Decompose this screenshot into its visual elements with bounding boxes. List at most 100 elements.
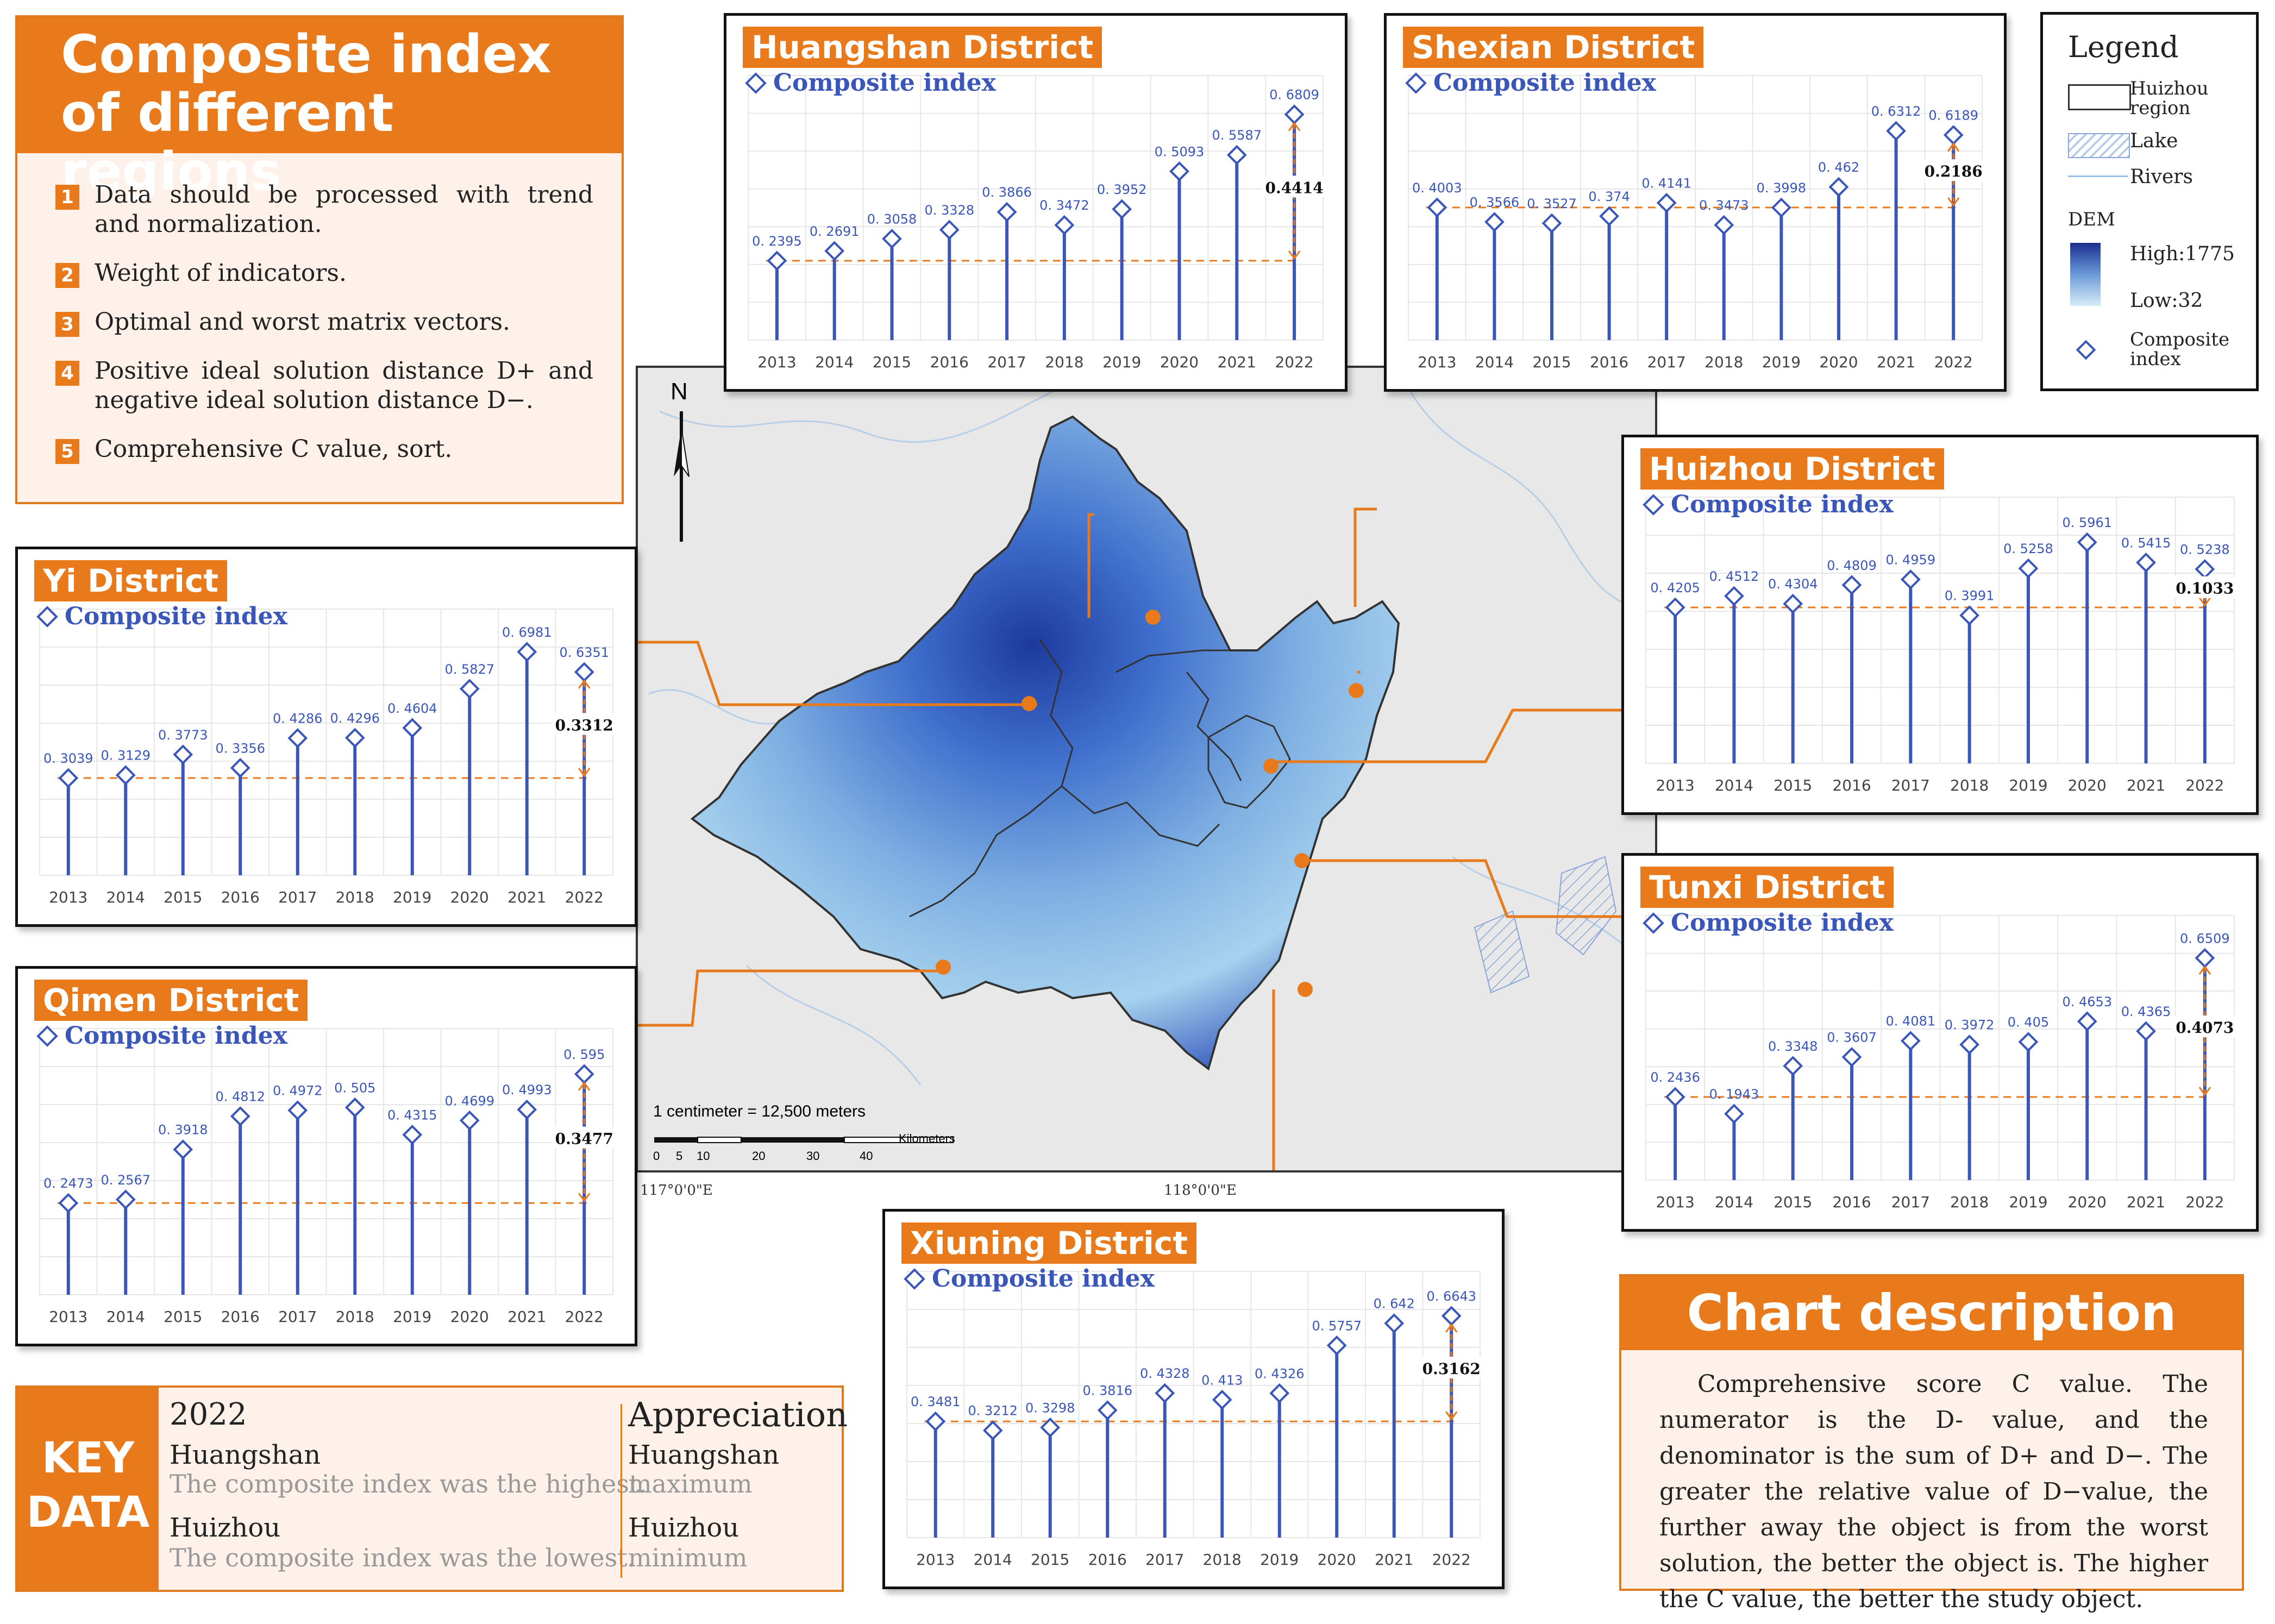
grid xyxy=(1645,915,2235,1181)
data-point xyxy=(173,1139,193,1159)
data-label: 0. 2473 xyxy=(43,1176,93,1191)
legend-dem: DEM xyxy=(2068,209,2115,230)
tick-label: 2013 xyxy=(1418,353,1456,371)
tick-label: 2017 xyxy=(1145,1551,1184,1569)
tick-label: 2019 xyxy=(2009,1193,2047,1211)
legend-low: Low:32 xyxy=(2130,290,2203,312)
data-point xyxy=(1541,213,1562,234)
grid xyxy=(748,75,1324,341)
data-label: 0. 5827 xyxy=(444,662,494,677)
data-point xyxy=(2136,553,2156,573)
tick-label: 2014 xyxy=(1475,353,1514,371)
qimen-chart: 0. 2473 2013 0. 2567 2014 0. 3918 2015 0. 4812… xyxy=(39,1028,617,1326)
data-label: 0. 3328 xyxy=(924,203,974,218)
tick-label: 2020 xyxy=(1160,353,1199,371)
north-arrow: N xyxy=(670,378,690,542)
tick-label: 2018 xyxy=(1950,776,1989,794)
tick-label: 2016 xyxy=(1088,1551,1127,1569)
description-title: Chart description xyxy=(1621,1276,2242,1350)
dem-gradient xyxy=(2070,243,2101,306)
data-point xyxy=(1886,121,1906,141)
connector-lines xyxy=(638,507,1655,1170)
data-label: 0. 1943 xyxy=(1709,1087,1759,1102)
tick-label: 2019 xyxy=(1102,353,1141,371)
data-point xyxy=(1326,1335,1347,1356)
huizhou-chart-panel: 0. 4205 2013 0. 4512 2014 0. 4304 2015 0. 4809… xyxy=(1621,435,2259,815)
shexian-chart: 0. 4003 2013 0. 3566 2014 0. 3527 2015 0. 374 2… xyxy=(1408,75,1986,371)
tick-label: 2018 xyxy=(1203,1551,1242,1569)
data-label: 0. 4512 xyxy=(1709,569,1759,584)
tick-label: 2015 xyxy=(164,888,202,906)
tick-label: 2017 xyxy=(1647,353,1686,371)
data-label: 0. 4809 xyxy=(1827,558,1877,573)
data-point xyxy=(1112,199,1132,220)
chart-legend: Composite index xyxy=(904,1265,1155,1293)
tick-label: 2022 xyxy=(565,888,604,906)
data-label: 0. 462 xyxy=(1818,160,1859,175)
appreciation-title: Appreciation xyxy=(628,1395,848,1434)
chart-legend: Composite index xyxy=(36,603,287,631)
data-label: 0. 642 xyxy=(1374,1296,1415,1312)
data-label: 0. 2567 xyxy=(101,1172,151,1188)
lowest-text: The composite index was the lowest. xyxy=(170,1543,636,1572)
data-label: 0. 6809 xyxy=(1269,87,1319,103)
svg-text:10: 10 xyxy=(697,1149,710,1163)
lowest-region: Huizhou xyxy=(170,1513,281,1543)
data-label: 0. 4205 xyxy=(1650,580,1700,595)
data-point xyxy=(767,250,787,271)
tick-label: 2021 xyxy=(1375,1551,1413,1569)
diamond-icon xyxy=(1405,72,1427,94)
intro-step: 4 Positive ideal solution distance D+ and… xyxy=(55,356,593,415)
data-label: 0. 4296 xyxy=(330,711,380,726)
data-label: 0. 3773 xyxy=(158,728,208,743)
step-text: Comprehensive C value, sort. xyxy=(95,435,453,463)
district-borders xyxy=(909,639,1291,918)
svg-text:20: 20 xyxy=(752,1149,765,1163)
xiuning-chart: 0. 3481 2013 0. 3212 2014 0. 3298 2015 0. 3816… xyxy=(906,1271,1484,1569)
data-point xyxy=(1599,206,1619,227)
tick-label: 2020 xyxy=(450,888,489,906)
data-point xyxy=(1900,569,1921,590)
data-point xyxy=(1054,215,1075,235)
chart-legend: Composite index xyxy=(1405,69,1656,97)
scale-bar: 0 5 10 20 30 40 Kilometers xyxy=(653,1132,955,1163)
data-label: 0. 3607 xyxy=(1827,1030,1877,1045)
data-label: 0. 595 xyxy=(563,1047,605,1062)
diamond-icon xyxy=(1643,912,1664,934)
data-label: 0. 4972 xyxy=(273,1083,323,1099)
data-label: 0. 6981 xyxy=(502,625,552,640)
diamond-icon xyxy=(904,1268,925,1290)
legend-rivers: Rivers xyxy=(2130,166,2193,188)
data-label: 0. 6509 xyxy=(2180,931,2230,946)
data-label: 0. 6643 xyxy=(1426,1289,1476,1304)
diamond-icon xyxy=(745,72,767,94)
data-label: 0. 4812 xyxy=(215,1089,265,1105)
data-label: 0. 3058 xyxy=(867,211,917,227)
tick-label: 2013 xyxy=(1656,776,1695,794)
tick-label: 2016 xyxy=(1832,776,1871,794)
series-label: Composite index xyxy=(932,1265,1155,1293)
tick-label: 2017 xyxy=(987,353,1026,371)
data-point xyxy=(1771,197,1791,218)
data-label: 0. 3039 xyxy=(43,751,93,766)
intro-step: 1 Data should be processed with trend and… xyxy=(55,180,593,239)
data-point xyxy=(1724,1103,1744,1124)
series-label: Composite index xyxy=(773,69,996,97)
data-point xyxy=(2195,948,2215,968)
chart-legend: Composite index xyxy=(745,69,996,97)
data-label: 0. 4326 xyxy=(1255,1366,1305,1381)
district-markers xyxy=(936,610,1364,997)
intro-step: 5 Comprehensive C value, sort. xyxy=(55,435,593,464)
difference-arrow xyxy=(1921,142,1986,207)
data-point xyxy=(1714,215,1734,235)
data-label: 0. 6189 xyxy=(1928,108,1978,123)
diamond-icon xyxy=(36,605,58,628)
chart-title: Qimen District xyxy=(34,980,308,1021)
data-label: 0. 4365 xyxy=(2121,1004,2171,1019)
tick-label: 2022 xyxy=(2185,1193,2224,1211)
yi-marker xyxy=(1021,696,1037,711)
data-point xyxy=(517,1099,537,1120)
data-point xyxy=(1828,177,1849,197)
data-point xyxy=(1841,1047,1862,1067)
data-label: 0. 3348 xyxy=(1768,1039,1818,1054)
